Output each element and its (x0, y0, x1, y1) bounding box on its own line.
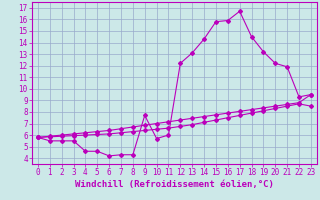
X-axis label: Windchill (Refroidissement éolien,°C): Windchill (Refroidissement éolien,°C) (75, 180, 274, 189)
